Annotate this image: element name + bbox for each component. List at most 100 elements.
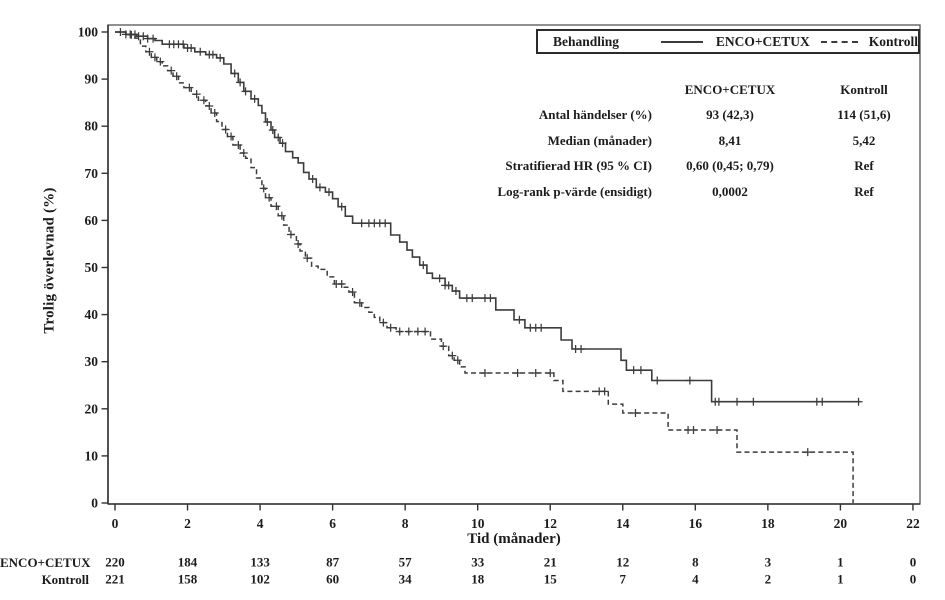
axis-tick-labels: 0 2 4 6 8 10 12 14 16 18 20 22 0 10 20 30 40 50 60 70 80 90 10… — [78, 25, 920, 532]
censor-plus-icon — [208, 50, 217, 59]
risk-count: 2 — [765, 572, 772, 587]
y-tick-label: 60 — [85, 213, 99, 228]
stats-row-label: Median (månader) — [547, 132, 652, 148]
risk-count: 3 — [765, 555, 772, 570]
x-tick-label: 10 — [471, 516, 485, 531]
x-axis-label: Tid (månader) — [467, 531, 561, 547]
risk-count: 57 — [399, 555, 413, 570]
censor-plus-icon — [227, 132, 236, 141]
x-tick-label: 2 — [184, 516, 191, 531]
censor-plus-icon — [216, 53, 225, 62]
x-tick-label: 16 — [689, 516, 703, 531]
censor-plus-icon — [636, 366, 645, 375]
risk-count: 1 — [837, 572, 844, 587]
x-tick-label: 18 — [761, 516, 775, 531]
censor-plus-icon — [348, 287, 357, 296]
censor-plus-icon — [600, 387, 609, 396]
risk-count: 0 — [910, 572, 917, 587]
censor-plus-icon — [713, 425, 722, 434]
y-tick-label: 100 — [78, 25, 99, 40]
stats-row-value: 93 (42,3) — [706, 107, 754, 123]
censor-plus-icon — [435, 274, 444, 283]
legend-label-kontroll: Kontroll — [868, 33, 918, 49]
censor-plus-icon — [230, 69, 239, 78]
risk-count: 12 — [616, 555, 629, 570]
censor-plus-icon — [278, 139, 287, 148]
censor-plus-icon — [150, 53, 159, 62]
stats-row-value: Ref — [854, 158, 874, 174]
censor-plus-icon — [145, 47, 154, 56]
censor-plus-icon — [315, 183, 324, 192]
y-tick-label: 90 — [85, 72, 99, 87]
censor-plus-icon — [448, 351, 457, 360]
stats-row-label: Log-rank p-värde (ensidigt) — [497, 183, 652, 199]
y-tick-label: 40 — [85, 307, 99, 322]
censor-plus-icon — [187, 44, 196, 53]
censor-plus-icon — [205, 101, 214, 110]
censor-plus-icon — [537, 323, 546, 332]
censor-plus-icon — [127, 30, 136, 39]
censor-plus-icon — [395, 327, 404, 336]
censor-plus-icon — [179, 40, 188, 49]
censor-plus-icon — [337, 202, 346, 211]
risk-count: 4 — [692, 572, 699, 587]
censor-plus-icon — [294, 239, 303, 248]
censor-plus-icon — [167, 66, 176, 75]
censor-plus-icon — [355, 298, 364, 307]
censor-plus-icon — [139, 32, 148, 41]
censor-plus-icon — [324, 188, 333, 197]
risk-count: 1 — [837, 555, 844, 570]
y-axis-label: Trolig överlevnad (%) — [41, 187, 58, 334]
censor-plus-icon — [714, 397, 723, 406]
censor-plus-icon — [221, 125, 230, 134]
censor-plus-icon — [439, 342, 448, 351]
censor-plus-icon — [277, 211, 286, 220]
y-tick-label: 70 — [85, 166, 99, 181]
censor-plus-icon — [531, 369, 540, 378]
censor-plus-icon — [303, 254, 312, 263]
legend-box: Behandling ENCO+CETUX Kontroll — [536, 29, 920, 54]
stats-header-enco: ENCO+CETUX — [684, 82, 776, 97]
censor-plus-icon — [749, 397, 758, 406]
censor-marks — [116, 28, 863, 457]
censor-plus-icon — [419, 261, 428, 270]
axis-ticks — [101, 31, 914, 511]
risk-count: 133 — [250, 555, 270, 570]
stats-header-spacer — [478, 77, 656, 102]
risk-count: 34 — [399, 572, 413, 587]
risk-count: 221 — [105, 572, 125, 587]
censor-plus-icon — [172, 72, 181, 81]
censor-plus-icon — [733, 397, 742, 406]
censor-plus-icon — [265, 193, 274, 202]
stats-row-value: 5,42 — [852, 132, 876, 148]
censor-plus-icon — [413, 327, 422, 336]
censor-plus-icon — [263, 117, 272, 126]
censor-plus-icon — [453, 356, 462, 365]
risk-count: 7 — [620, 572, 627, 587]
censor-plus-icon — [116, 28, 125, 36]
solid-line-sample-icon — [661, 40, 703, 43]
censor-plus-icon — [286, 230, 295, 239]
censor-plus-icon — [386, 323, 395, 332]
y-tick-label: 50 — [85, 260, 99, 275]
censor-plus-icon — [274, 133, 283, 142]
censor-plus-icon — [685, 376, 694, 385]
risk-count: 21 — [544, 555, 557, 570]
censor-plus-icon — [210, 109, 219, 118]
censor-plus-icon — [192, 90, 201, 99]
x-tick-label: 4 — [257, 516, 264, 531]
x-tick-label: 14 — [616, 516, 630, 531]
censor-plus-icon — [854, 397, 863, 406]
censor-plus-icon — [149, 34, 158, 43]
censor-plus-icon — [268, 125, 277, 134]
stats-header-kontroll: Kontroll — [840, 82, 888, 97]
risk-count: 0 — [910, 555, 917, 570]
censor-plus-icon — [241, 87, 250, 96]
risk-count: 220 — [105, 555, 125, 570]
dashed-line-sample-icon — [820, 40, 858, 43]
censor-plus-icon — [199, 96, 208, 105]
x-tick-label: 8 — [402, 516, 409, 531]
y-tick-label: 30 — [85, 354, 99, 369]
x-tick-label: 20 — [834, 516, 848, 531]
y-tick-label: 10 — [85, 448, 99, 463]
